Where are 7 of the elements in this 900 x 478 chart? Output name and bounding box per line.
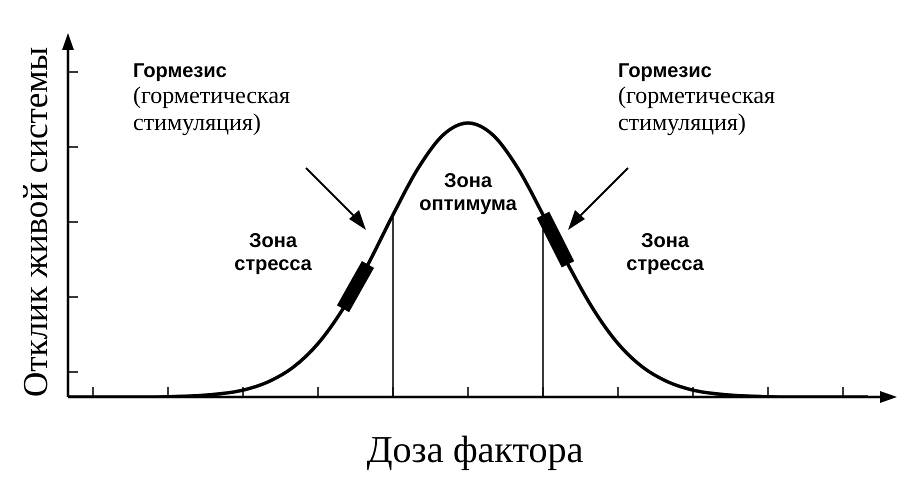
annotation: Гормезис (горметическая стимуляция) [133, 60, 290, 137]
y-axis-title: Отклик живой системы [16, 47, 56, 397]
annotation: Зона стресса [626, 230, 704, 276]
x-axis-title: Доза фактора [366, 428, 584, 472]
annotation: Зона оптимума [419, 170, 517, 216]
annotation: Гормезис (горметическая стимуляция) [618, 60, 776, 137]
annotation: Зона стресса [234, 230, 312, 276]
